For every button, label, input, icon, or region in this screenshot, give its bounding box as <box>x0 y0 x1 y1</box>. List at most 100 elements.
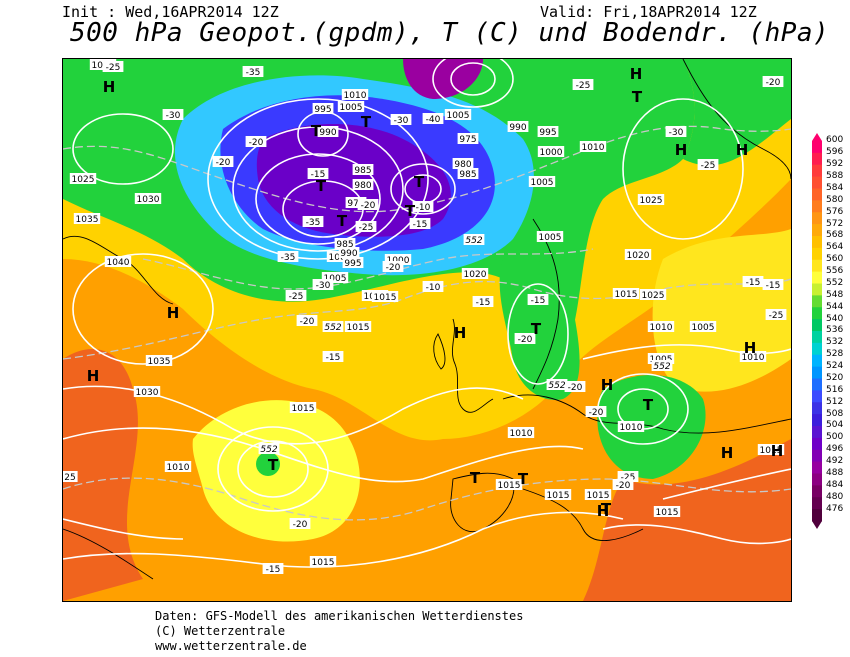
pressure-label-box <box>341 89 369 100</box>
coast-arctic-russia <box>682 59 791 180</box>
temperature-label: -30 <box>390 114 412 126</box>
scale-label: 508 <box>826 408 844 419</box>
pressure-label: 1015 <box>584 489 612 501</box>
low-center-text: T <box>311 122 322 140</box>
warm-zone-southeast <box>583 439 791 601</box>
pressure-label-text: 975 <box>347 199 364 209</box>
temperature-label-box <box>762 76 784 87</box>
geopotential-label: 552 <box>322 321 344 333</box>
pressure-label-box <box>495 479 523 490</box>
pressure-label: 1005 <box>444 109 472 121</box>
temperature-label-box <box>63 471 78 482</box>
pressure-label-box <box>536 231 564 242</box>
pressure-label-box <box>338 247 360 258</box>
pressure-label: 1015 <box>344 321 372 333</box>
geopotential-label-box <box>546 379 568 390</box>
temperature-label: -20 <box>585 406 607 418</box>
low-center-text: T <box>268 456 279 474</box>
pressure-label-box <box>537 146 565 157</box>
scale-swatch <box>812 224 822 237</box>
scale-label: 532 <box>826 337 844 348</box>
pressure-label-box <box>289 402 317 413</box>
temperature-label-text: -15 <box>476 298 491 308</box>
temperature-label-text: -30 <box>669 128 684 138</box>
pressure-label-box <box>345 197 367 208</box>
pressure-label-box <box>584 489 612 500</box>
footer: Daten: GFS-Modell des amerikanischen Wet… <box>155 609 523 654</box>
scale-swatch <box>812 354 822 368</box>
high-center: H <box>87 367 100 385</box>
pressure-label: 1015 <box>653 506 681 518</box>
high-center-text: H <box>103 78 116 96</box>
pressure-label: 1010 <box>164 461 192 473</box>
high-center: H <box>167 304 180 322</box>
pressure-label-text: 1010 <box>582 143 605 153</box>
geopotential-label-text: 552 <box>324 323 341 333</box>
color-scale: 600 596 592 588 584 580 576 572 568 564 560 556 552 5… <box>810 133 850 533</box>
pressure-label-text: 1005 <box>340 103 363 113</box>
temperature-label: -15 <box>409 218 431 230</box>
pressure-label-text: 1015 <box>374 293 397 303</box>
pressure-label-text: 1010 <box>344 91 367 101</box>
temperature-label-box <box>412 201 434 212</box>
pressure-label-box <box>653 506 681 517</box>
pressure-label-text: 1010 <box>510 429 533 439</box>
warm-zone-west <box>63 349 143 601</box>
pressure-label: 985 <box>457 168 479 180</box>
pressure-label-text: 1025 <box>640 196 663 206</box>
temperature-label: -15 <box>527 294 549 306</box>
high-center-text: H <box>771 442 784 460</box>
pressure-label: 1025 <box>639 289 667 301</box>
pressure-label: 1040 <box>104 256 132 268</box>
pressure-label-text: 1015 <box>312 558 335 568</box>
pressure-label-box <box>309 556 337 567</box>
scale-label: 544 <box>826 301 844 312</box>
pressure-label-text: 985 <box>354 166 371 176</box>
low-center-text: T <box>361 113 372 131</box>
pressure-label: 1005 <box>528 176 556 188</box>
pressure-label-text: 1015 <box>760 446 783 456</box>
pressure-label-box <box>104 256 132 267</box>
high-center: H <box>103 78 116 96</box>
scale-label: 580 <box>826 194 844 205</box>
temperature-label-text: -10 <box>416 203 431 213</box>
pressure-label-box <box>69 173 97 184</box>
pressure-label-box <box>617 421 645 432</box>
footer-website: www.wetterzentrale.de <box>155 639 307 653</box>
pressure-label: 1015 <box>757 444 785 456</box>
temperature-label-text: -40 <box>426 115 441 125</box>
scale-label: 596 <box>826 147 844 158</box>
low-center-text: T <box>414 173 425 191</box>
pressure-label-box <box>457 168 479 179</box>
temperature-label: 25 <box>63 471 78 483</box>
pressure-label-box <box>334 238 356 249</box>
pressure-label: 985 <box>352 164 374 176</box>
high-center: H <box>736 141 749 159</box>
temperature-label: -20 <box>357 199 379 211</box>
temperature-label-text: -25 <box>289 292 304 302</box>
high-center-text: H <box>630 65 643 83</box>
scale-label: 488 <box>826 467 844 478</box>
isotherms <box>63 125 791 521</box>
footer-data-source: Daten: GFS-Modell des amerikanischen Wet… <box>155 609 524 623</box>
low-center-text: T <box>531 320 542 338</box>
pressure-label-box <box>689 321 717 332</box>
low-center-text: T <box>632 88 643 106</box>
pressure-label: 1020 <box>624 249 652 261</box>
temperature-label-text: -20 <box>589 408 604 418</box>
scale-swatch <box>812 509 822 522</box>
temperature-label-text: -20 <box>300 317 315 327</box>
scale-label: 576 <box>826 206 844 217</box>
temperature-label: -10 <box>422 281 444 293</box>
temperature-label-text: -15 <box>311 170 326 180</box>
pressure-label-box <box>444 109 472 120</box>
temperature-label-box <box>742 276 764 287</box>
scale-label: 516 <box>826 384 844 395</box>
scale-swatch <box>812 402 822 415</box>
pressure-label-box <box>757 444 785 455</box>
low-center: T <box>361 113 372 131</box>
scale-label: 584 <box>826 182 844 193</box>
footer-copyright: (C) Wetterzentrale <box>155 624 286 638</box>
pressure-label-text: 995 <box>344 259 361 269</box>
